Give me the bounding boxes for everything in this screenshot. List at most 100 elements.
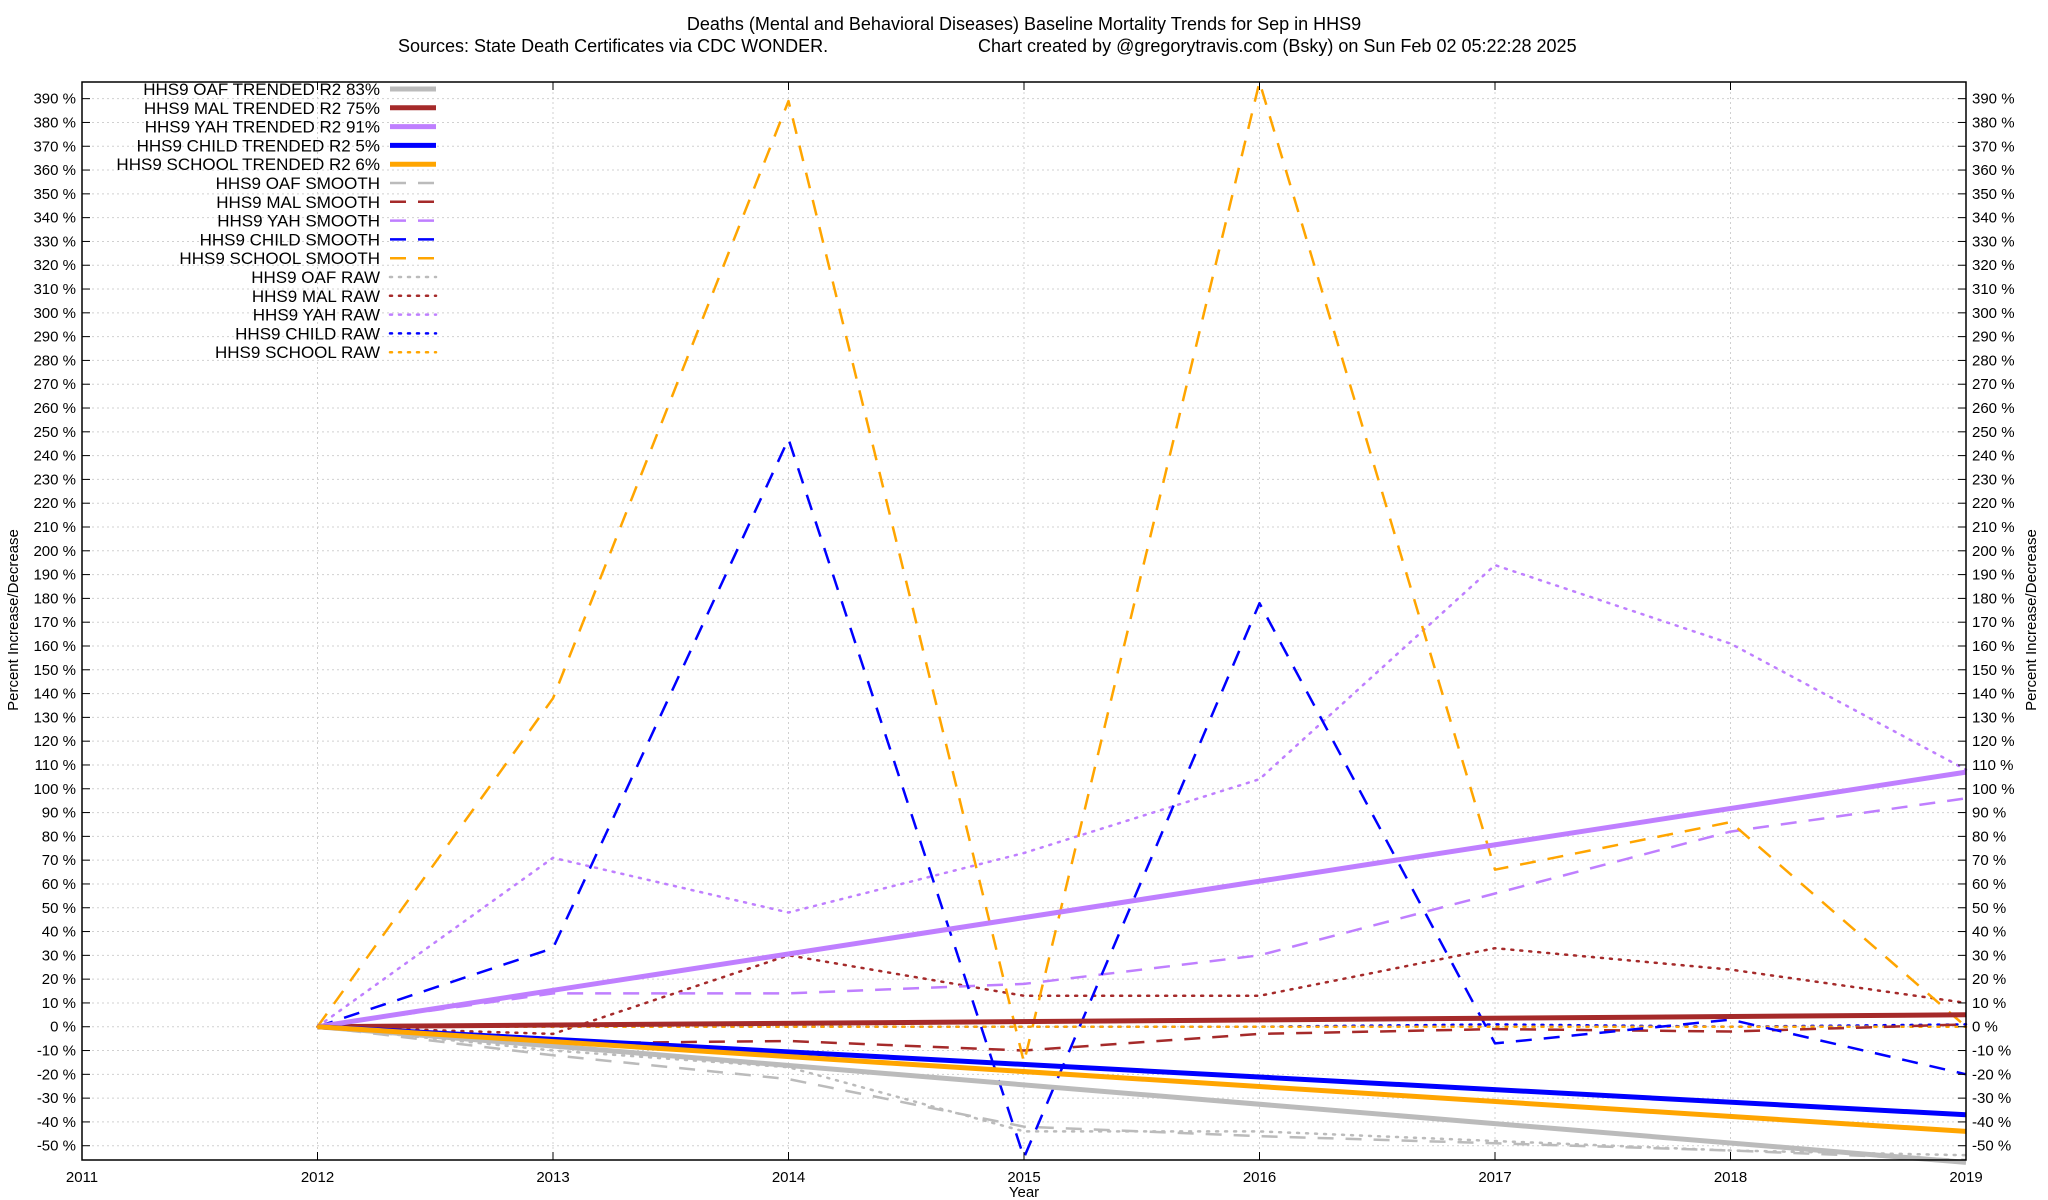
y-tick-label-left: 230 %	[33, 471, 76, 488]
chart-subtitle-credit: Chart created by @gregorytravis.com (Bsk…	[978, 36, 1577, 56]
series-line-hhs9-oaf-smooth	[317, 1025, 1967, 1162]
series-line-hhs9-yah-smooth	[317, 797, 1967, 1028]
y-tick-label-left: 20 %	[42, 971, 76, 988]
y-tick-label-right: 260 %	[1972, 400, 2015, 417]
y-tick-label-right: 0 %	[1972, 1019, 1998, 1036]
y-tick-label-right: 140 %	[1972, 686, 2015, 703]
legend-label: HHS9 YAH RAW	[253, 306, 380, 325]
y-tick-label-left: 280 %	[33, 352, 76, 369]
y-tick-label-left: 330 %	[33, 233, 76, 250]
y-tick-label-left: 380 %	[33, 114, 76, 131]
y-tick-label-left: 390 %	[33, 91, 76, 108]
y-tick-label-right: 270 %	[1972, 376, 2015, 393]
legend: HHS9 OAF TRENDED R2 83%HHS9 MAL TRENDED …	[116, 80, 438, 362]
y-axis-label-left: Percent Increase/Decrease	[5, 529, 22, 711]
y-tick-label-right: 390 %	[1972, 91, 2015, 108]
legend-label: HHS9 SCHOOL TRENDED R2 6%	[116, 155, 380, 174]
series-line-hhs9-child-trended	[317, 1024, 1967, 1118]
y-tick-label-left: -30 %	[37, 1090, 76, 1107]
y-tick-label-left: 100 %	[33, 781, 76, 798]
y-tick-label-right: 340 %	[1972, 210, 2015, 227]
y-tick-label-left: -50 %	[37, 1138, 76, 1155]
y-tick-label-right: 310 %	[1972, 281, 2015, 298]
y-tick-label-right: 200 %	[1972, 543, 2015, 560]
series-line-hhs9-school-smooth	[316, 80, 1967, 1064]
y-tick-label-right: 220 %	[1972, 495, 2015, 512]
x-axis-label: Year	[1009, 1184, 1039, 1200]
y-tick-label-right: 230 %	[1972, 471, 2015, 488]
series-line-hhs9-mal-smooth	[317, 1023, 1967, 1052]
y-tick-label-right: 280 %	[1972, 352, 2015, 369]
y-tick-label-right: 170 %	[1972, 614, 2015, 631]
y-tick-label-left: 130 %	[33, 709, 76, 726]
legend-label: HHS9 CHILD RAW	[235, 324, 380, 343]
y-tick-label-left: 30 %	[42, 947, 76, 964]
y-tick-label-right: 160 %	[1972, 638, 2015, 655]
y-tick-label-right: 10 %	[1972, 995, 2006, 1012]
y-tick-label-right: 330 %	[1972, 233, 2015, 250]
y-tick-label-right: -40 %	[1972, 1114, 2011, 1131]
legend-label: HHS9 YAH TRENDED R2 91%	[145, 118, 380, 137]
y-tick-label-right: 320 %	[1972, 257, 2015, 274]
y-tick-label-left: 320 %	[33, 257, 76, 274]
y-tick-label-left: 180 %	[33, 590, 76, 607]
x-tick-label: 2011	[66, 1169, 98, 1186]
legend-label: HHS9 CHILD SMOOTH	[200, 230, 380, 249]
y-axis-label-right: Percent Increase/Decrease	[2023, 529, 2040, 711]
x-tick-label: 2013	[536, 1169, 569, 1186]
chart-subtitle-sources: Sources: State Death Certificates via CD…	[398, 36, 828, 56]
y-tick-label-left: 80 %	[42, 828, 76, 845]
series-lines	[316, 80, 1968, 1165]
y-tick-label-left: 70 %	[42, 852, 76, 869]
y-tick-label-right: 180 %	[1972, 590, 2015, 607]
y-tick-label-left: 120 %	[33, 733, 76, 750]
y-tick-label-right: 300 %	[1972, 305, 2015, 322]
y-tick-label-left: 90 %	[42, 805, 76, 822]
y-tick-label-left: 300 %	[33, 305, 76, 322]
y-tick-label-right: 80 %	[1972, 828, 2006, 845]
x-tick-label: 2017	[1478, 1169, 1511, 1186]
y-tick-label-right: 90 %	[1972, 805, 2006, 822]
y-tick-label-right: 70 %	[1972, 852, 2006, 869]
y-tick-label-right: 20 %	[1972, 971, 2006, 988]
y-tick-label-left: -40 %	[37, 1114, 76, 1131]
grid	[82, 82, 1966, 1160]
y-tick-label-right: 240 %	[1972, 448, 2015, 465]
y-tick-label-right: 380 %	[1972, 114, 2015, 131]
series-line-hhs9-yah-trended	[317, 769, 1967, 1030]
y-tick-label-right: 150 %	[1972, 662, 2015, 679]
series-line-hhs9-school-trended	[317, 1024, 1967, 1134]
legend-label: HHS9 OAF RAW	[251, 268, 380, 287]
y-tick-label-right: 370 %	[1972, 138, 2015, 155]
y-tick-label-left: 0 %	[50, 1019, 76, 1036]
y-tick-label-left: 150 %	[33, 662, 76, 679]
y-tick-label-left: 250 %	[33, 424, 76, 441]
y-tick-label-right: 350 %	[1972, 186, 2015, 203]
y-tick-label-left: 60 %	[42, 876, 76, 893]
legend-label: HHS9 MAL TRENDED R2 75%	[144, 99, 380, 118]
legend-label: HHS9 SCHOOL RAW	[215, 343, 380, 362]
y-tick-label-left: 270 %	[33, 376, 76, 393]
x-tick-label: 2015	[1007, 1169, 1040, 1186]
y-tick-label-left: 240 %	[33, 448, 76, 465]
y-tick-label-left: 360 %	[33, 162, 76, 179]
y-tick-label-right: 30 %	[1972, 947, 2006, 964]
series-line-hhs9-oaf-trended	[317, 1024, 1967, 1165]
y-tick-label-left: -10 %	[37, 1043, 76, 1060]
y-tick-label-right: -20 %	[1972, 1066, 2011, 1083]
y-tick-label-left: 260 %	[33, 400, 76, 417]
y-tick-label-left: 190 %	[33, 567, 76, 584]
series-line-hhs9-mal-trended	[317, 1012, 1967, 1030]
y-tick-label-right: 110 %	[1972, 757, 2013, 774]
y-tick-label-left: 160 %	[33, 638, 76, 655]
y-tick-label-left: 170 %	[33, 614, 76, 631]
y-tick-label-left: 200 %	[33, 543, 76, 560]
y-tick-label-right: 120 %	[1972, 733, 2015, 750]
y-tick-label-right: 130 %	[1972, 709, 2015, 726]
y-tick-label-right: -30 %	[1972, 1090, 2011, 1107]
y-tick-label-left: 370 %	[33, 138, 76, 155]
legend-label: HHS9 MAL SMOOTH	[216, 193, 380, 212]
y-tick-label-right: 50 %	[1972, 900, 2006, 917]
